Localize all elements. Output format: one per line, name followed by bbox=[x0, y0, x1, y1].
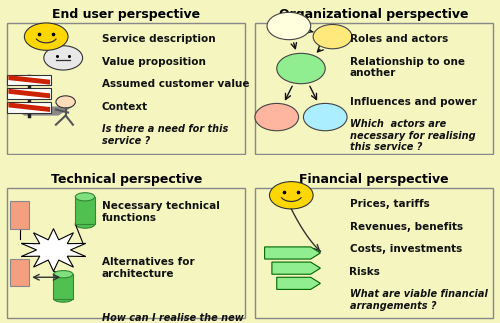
Circle shape bbox=[313, 25, 352, 49]
FancyBboxPatch shape bbox=[10, 259, 29, 287]
FancyBboxPatch shape bbox=[255, 188, 492, 318]
Text: Value proposition: Value proposition bbox=[102, 57, 206, 67]
Ellipse shape bbox=[76, 220, 94, 228]
Text: Prices, tariffs: Prices, tariffs bbox=[350, 199, 429, 209]
Text: Service description: Service description bbox=[102, 34, 216, 44]
Ellipse shape bbox=[54, 295, 73, 302]
Ellipse shape bbox=[76, 193, 94, 201]
FancyBboxPatch shape bbox=[76, 197, 94, 224]
Text: Organizational perspective: Organizational perspective bbox=[279, 8, 468, 21]
FancyBboxPatch shape bbox=[10, 201, 29, 229]
Text: Assumed customer value: Assumed customer value bbox=[102, 79, 250, 89]
Text: Risks: Risks bbox=[350, 267, 380, 276]
Text: Technical perspective: Technical perspective bbox=[50, 172, 202, 185]
Text: What are viable financial
arrangements ?: What are viable financial arrangements ? bbox=[350, 289, 488, 311]
Text: Roles and actors: Roles and actors bbox=[350, 34, 448, 44]
Text: Costs, investments: Costs, investments bbox=[350, 244, 462, 254]
Text: Revenues, benefits: Revenues, benefits bbox=[350, 222, 463, 232]
FancyBboxPatch shape bbox=[8, 75, 51, 85]
Circle shape bbox=[270, 182, 313, 209]
FancyBboxPatch shape bbox=[8, 23, 245, 153]
Text: Which  actors are
necessary for realising
this service ?: Which actors are necessary for realising… bbox=[350, 119, 475, 152]
FancyBboxPatch shape bbox=[54, 274, 73, 298]
Text: Financial perspective: Financial perspective bbox=[299, 172, 448, 185]
Text: End user perspective: End user perspective bbox=[52, 8, 201, 21]
Text: Alternatives for
architecture: Alternatives for architecture bbox=[102, 257, 194, 278]
Circle shape bbox=[56, 96, 76, 108]
Circle shape bbox=[255, 103, 298, 131]
Polygon shape bbox=[272, 262, 320, 274]
Ellipse shape bbox=[54, 271, 73, 278]
FancyBboxPatch shape bbox=[8, 88, 51, 99]
Polygon shape bbox=[10, 107, 73, 116]
Circle shape bbox=[44, 46, 82, 70]
FancyBboxPatch shape bbox=[8, 102, 51, 112]
Text: Influences and power: Influences and power bbox=[350, 97, 476, 107]
Text: Is there a need for this
service ?: Is there a need for this service ? bbox=[102, 124, 228, 146]
Text: How can I realise the new
service technically ?: How can I realise the new service techni… bbox=[102, 313, 244, 323]
Circle shape bbox=[304, 103, 347, 131]
Polygon shape bbox=[277, 277, 320, 289]
Circle shape bbox=[277, 53, 325, 84]
Text: Necessary technical
functions: Necessary technical functions bbox=[102, 201, 220, 223]
FancyBboxPatch shape bbox=[8, 188, 245, 318]
Text: Relationship to one
another: Relationship to one another bbox=[350, 57, 465, 78]
Circle shape bbox=[24, 23, 68, 50]
Text: Context: Context bbox=[102, 102, 148, 112]
Circle shape bbox=[267, 12, 310, 40]
Polygon shape bbox=[21, 229, 86, 271]
Polygon shape bbox=[264, 247, 320, 259]
FancyBboxPatch shape bbox=[255, 23, 492, 153]
